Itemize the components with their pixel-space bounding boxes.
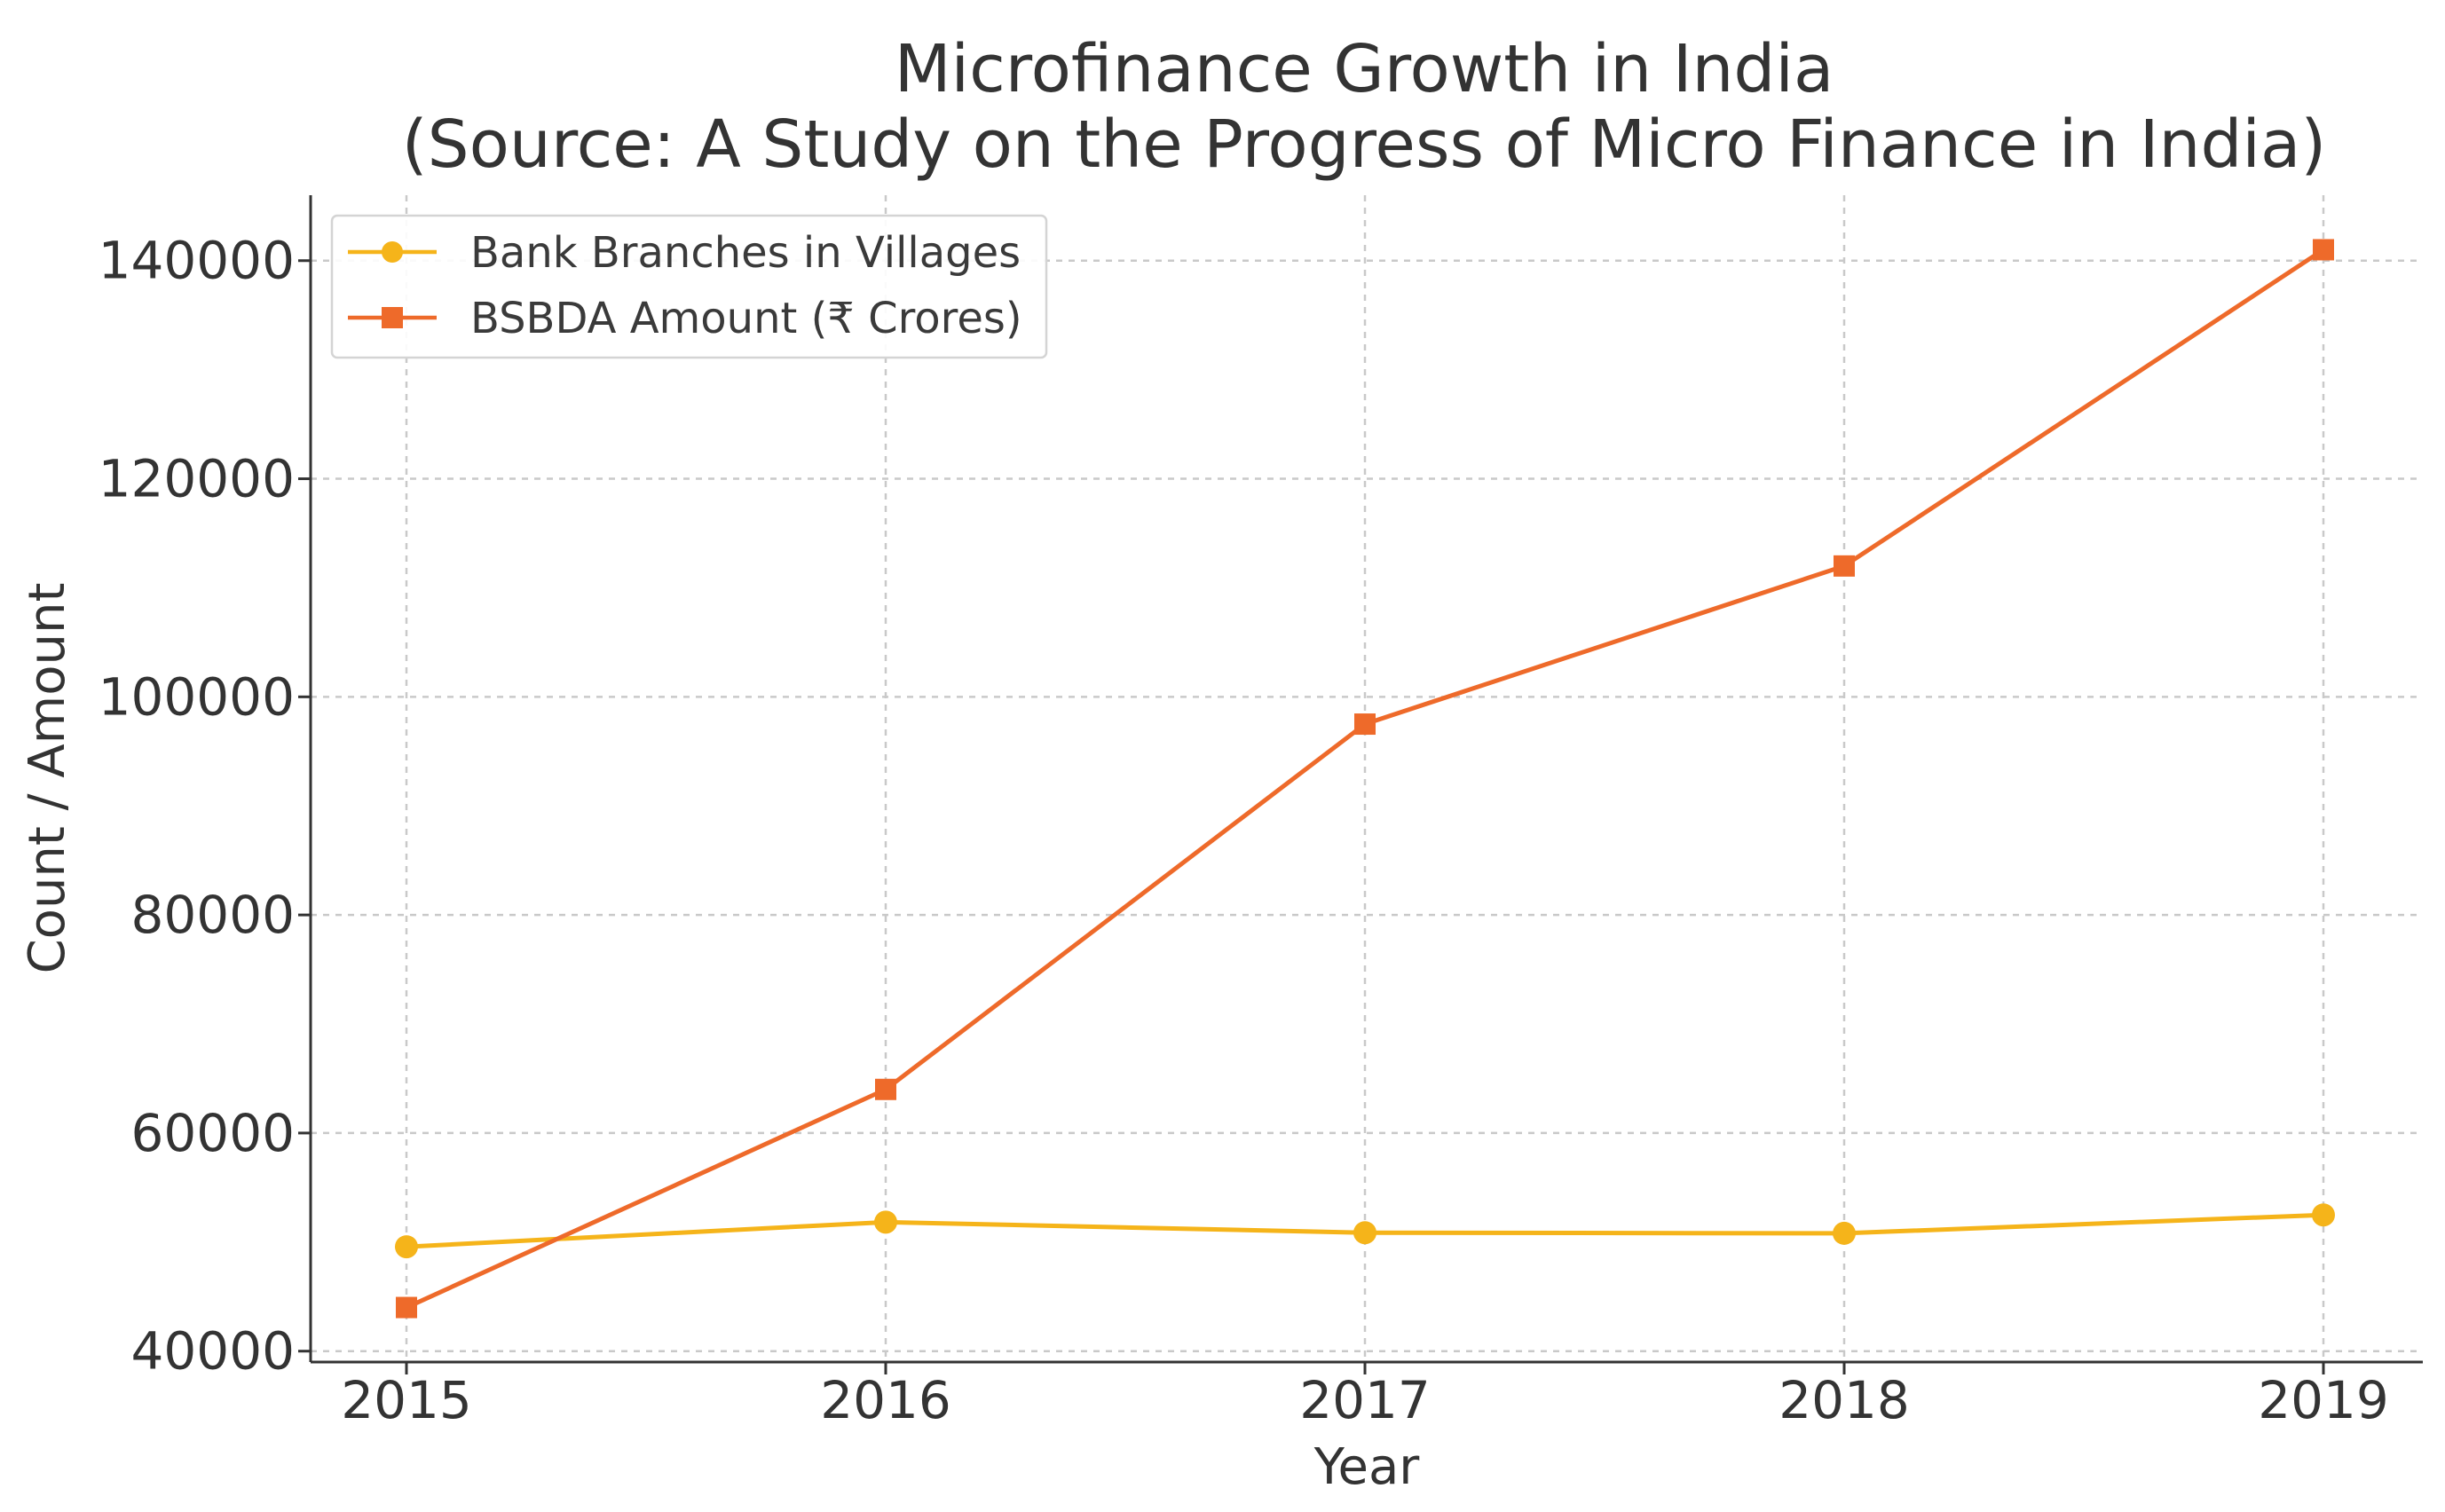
legend: Bank Branches in Villages BSBDA Amount (…	[330, 214, 1048, 359]
data-point-bsbda-amount	[875, 1078, 896, 1100]
y-tick-label: 60000	[130, 1103, 295, 1163]
y-tick-label: 140000	[99, 231, 295, 291]
y-tick-label: 100000	[99, 666, 295, 727]
data-point-bsbda-amount	[396, 1296, 417, 1319]
y-tick-label: 80000	[130, 885, 295, 945]
y-axis-label: Count / Amount	[19, 583, 76, 974]
plot-frame	[311, 195, 2423, 1362]
data-point-bsbda-amount	[2313, 239, 2334, 261]
data-point-bank-branches	[395, 1235, 418, 1259]
x-axis-label: Year	[1313, 1438, 1421, 1496]
x-tick-label: 2019	[2258, 1370, 2389, 1430]
data-point-bank-branches	[1353, 1221, 1376, 1245]
axis-ticks: 2015 2016 2017 2018 2019 40000 60000 80000 10000…	[99, 231, 2389, 1430]
data-point-bsbda-amount	[1354, 713, 1376, 736]
x-tick-label: 2018	[1779, 1370, 1910, 1430]
legend-box	[330, 214, 1048, 359]
legend-marker-bsbda	[382, 307, 403, 328]
series	[395, 239, 2335, 1319]
data-point-bsbda-amount	[1834, 555, 1855, 577]
data-point-bank-branches	[1833, 1221, 1856, 1245]
chart-title: Microfinance Growth in India	[895, 31, 1834, 107]
legend-label-branches: Bank Branches in Villages	[470, 228, 1021, 278]
x-tick-label: 2016	[820, 1370, 951, 1430]
legend-label-bsbda: BSBDA Amount (₹ Crores)	[470, 294, 1022, 343]
legend-marker-branches	[382, 241, 403, 263]
grid	[311, 195, 2423, 1362]
data-point-bank-branches	[2312, 1203, 2335, 1227]
x-tick-label: 2015	[341, 1370, 472, 1430]
y-tick-label: 40000	[130, 1321, 295, 1382]
y-tick-label: 120000	[99, 449, 295, 509]
x-tick-label: 2017	[1299, 1370, 1431, 1430]
chart-subtitle: (Source: A Study on the Progress of Micr…	[402, 106, 2326, 183]
data-point-bank-branches	[874, 1210, 897, 1234]
